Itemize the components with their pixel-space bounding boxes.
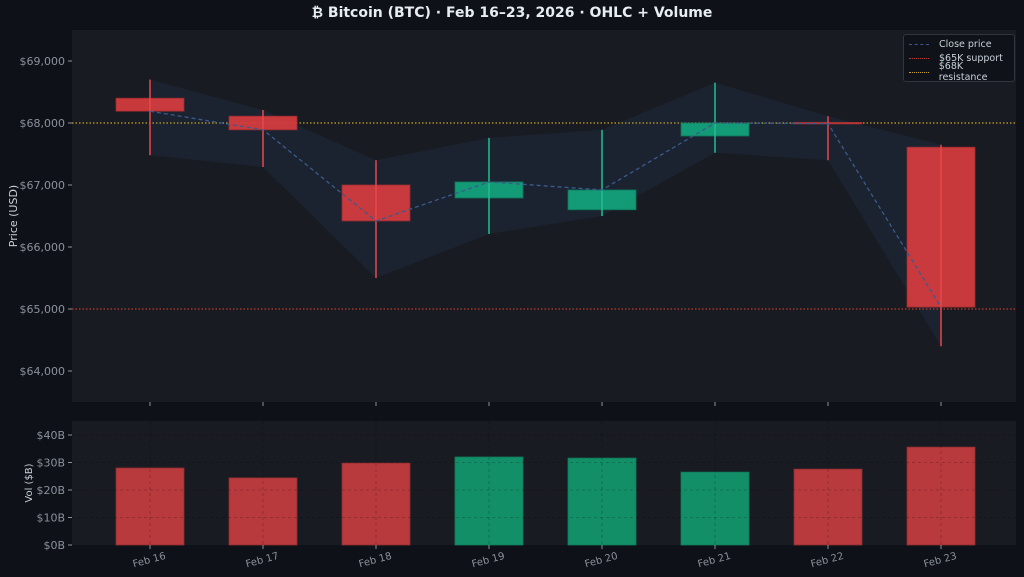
price-tick-label: $66,000 [20,241,66,254]
volume-tick-label: $30B [36,457,65,470]
chart-title: ₿ Bitcoin (BTC) · Feb 16–23, 2026 · OHLC… [311,5,713,21]
volume-bar [115,467,185,546]
volume-bar [341,462,411,546]
volume-bar [680,471,750,546]
legend-item-support: $65K support [909,51,1003,65]
x-tick-label: Feb 17 [245,551,280,570]
legend-item-close-price: Close price [909,37,992,51]
volume-tick-label: $20B [36,484,65,497]
price-tick-label: $65,000 [20,303,66,316]
x-tick-label: Feb 20 [584,551,619,570]
price-panel: $64,000 $65,000 $66,000 $67,000 $68,000 $69,0… [7,30,1016,406]
candle [341,160,411,278]
close-price-line [149,110,942,308]
close-price-swatch-icon [909,43,929,45]
legend: Close price $65K support $68K resistance [903,34,1015,83]
legend-label: Close price [939,38,992,50]
legend-label: $65K support [939,52,1003,64]
resistance-swatch-icon [909,71,929,73]
x-tick-label: Feb 18 [358,551,393,570]
volume-panel: $0B $10B $20B $30B $40B Feb 16 Feb 17 Feb 18 Feb… [24,421,1016,570]
volume-tick-label: $10B [36,512,65,525]
price-tick-label: $67,000 [20,179,66,192]
x-tick-label: Feb 21 [697,551,732,570]
volume-axis-label: Vol ($B) [24,463,35,502]
x-tick-label: Feb 23 [923,551,958,570]
volume-tick-label: $40B [36,429,65,442]
price-tick-label: $68,000 [20,117,66,130]
x-tick-label: Feb 22 [810,551,845,570]
legend-item-resistance: $68K resistance [909,61,1014,83]
price-tick-label: $64,000 [20,365,66,378]
price-axis-label: Price (USD) [7,185,20,247]
legend-label: $68K resistance [938,61,988,83]
candle [228,109,298,168]
volume-bar [793,468,863,546]
volume-plot-area [72,421,1016,545]
volume-tick-label: $0B [43,539,65,552]
x-tick-label: Feb 16 [132,551,167,570]
price-tick-label: $69,000 [20,55,66,68]
support-swatch-icon [909,57,929,59]
candle [115,79,185,156]
candle [567,129,637,216]
x-tick-label: Feb 19 [471,551,506,570]
high-low-band [150,79,941,347]
volume-bar [228,477,298,546]
